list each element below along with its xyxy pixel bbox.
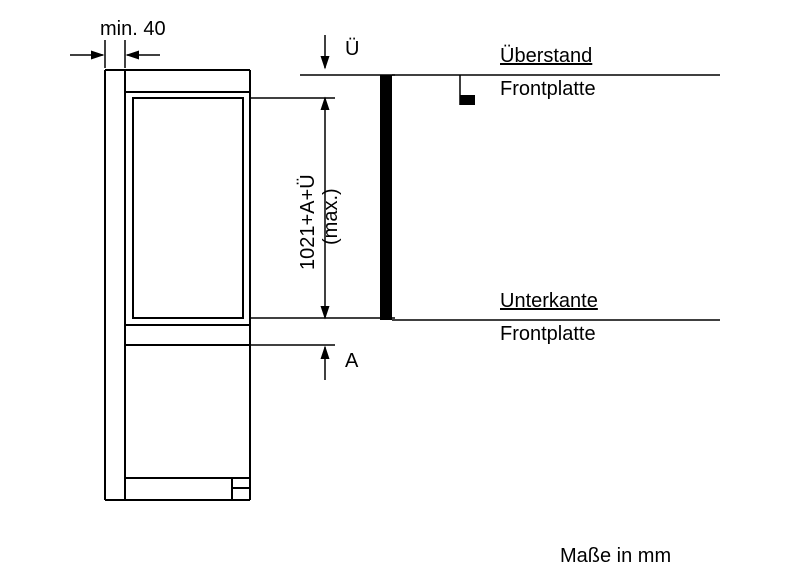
label-vertical-dim: 1021+A+Ü bbox=[297, 174, 320, 270]
label-overhang: Überstand bbox=[500, 45, 592, 68]
label-front-plate-1: Frontplatte bbox=[500, 78, 596, 101]
label-bottom-edge: Unterkante bbox=[500, 290, 598, 313]
label-min-gap: min. 40 bbox=[100, 18, 166, 41]
label-max-note: (max.) bbox=[320, 188, 343, 245]
label-a-marker: A bbox=[345, 350, 358, 373]
diagram-svg bbox=[0, 0, 786, 587]
label-front-plate-2: Frontplatte bbox=[500, 323, 596, 346]
footer-units: Maße in mm bbox=[560, 545, 671, 568]
technical-diagram: min. 40 Ü A Überstand Frontplatte Unterk… bbox=[0, 0, 786, 587]
label-u-marker: Ü bbox=[345, 38, 359, 61]
